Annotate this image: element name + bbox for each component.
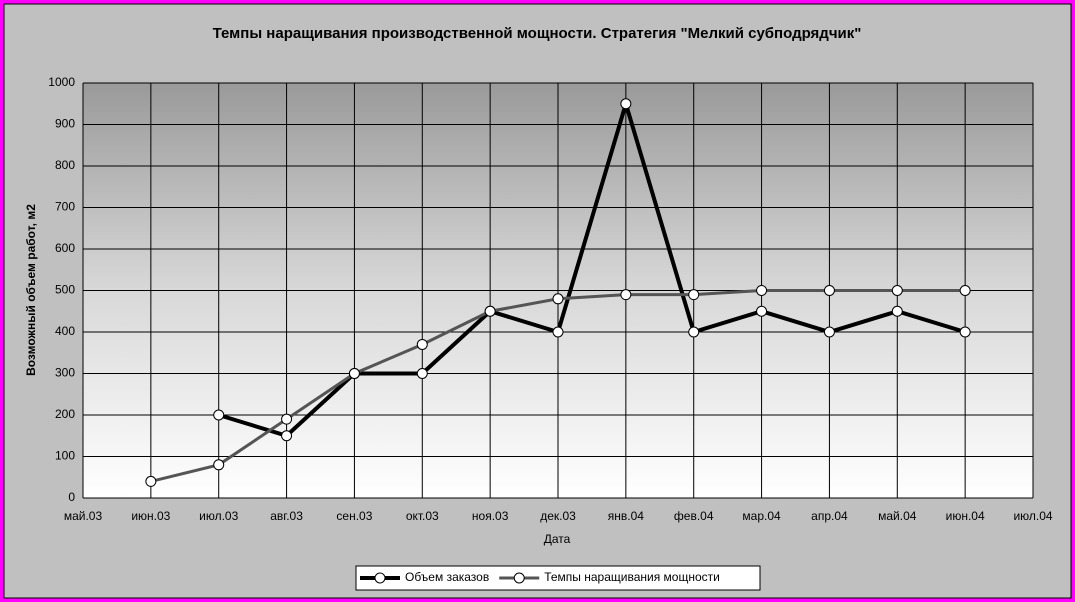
point-marker: [688, 289, 700, 301]
x-tick-label: май.03: [64, 509, 103, 523]
legend: Объем заказов Темпы наращивания мощности: [355, 565, 761, 591]
x-tick-label: янв.04: [608, 509, 645, 523]
legend-marker: [374, 572, 386, 584]
y-tick-label: 600: [55, 241, 75, 255]
point-marker: [823, 285, 835, 296]
y-tick-label: 0: [68, 490, 75, 504]
point-marker: [416, 338, 428, 350]
point-marker: [552, 293, 564, 305]
y-tick-label: 1000: [48, 75, 75, 89]
y-tick-label: 300: [55, 366, 75, 380]
point-marker: [484, 305, 496, 317]
x-axis-title: Дата: [544, 532, 571, 546]
x-tick-label: мар.04: [742, 509, 781, 523]
y-tick-label: 500: [55, 283, 75, 297]
legend-label: Темпы наращивания мощности: [544, 570, 720, 584]
x-tick-label: июл.04: [1013, 509, 1052, 523]
point-marker: [756, 285, 768, 296]
point-marker: [756, 305, 768, 317]
point-marker: [552, 326, 564, 338]
legend-label: Объем заказов: [405, 570, 489, 584]
x-tick-label: дек.03: [540, 509, 576, 523]
x-tick-label: авг.03: [270, 509, 303, 523]
point-marker: [959, 326, 971, 338]
x-tick-label: сен.03: [336, 509, 372, 523]
y-tick-label: 200: [55, 407, 75, 421]
y-tick-label: 100: [55, 449, 75, 463]
series-line: [218, 96, 966, 438]
x-tick-label: апр.04: [811, 509, 848, 523]
point-marker: [213, 459, 225, 471]
point-marker: [281, 413, 293, 425]
x-tick-label: окт.03: [406, 509, 439, 523]
point-marker: [823, 326, 835, 338]
x-tick-label: июн.03: [131, 509, 170, 523]
point-marker: [213, 409, 225, 421]
point-marker: [348, 368, 360, 379]
chart-title: Темпы наращивания производственной мощно…: [213, 25, 862, 42]
y-tick-label: 700: [55, 200, 75, 214]
point-marker: [891, 285, 903, 296]
x-tick-label: фев.04: [674, 509, 714, 523]
point-marker: [620, 289, 632, 301]
y-tick-label: 400: [55, 324, 75, 338]
x-tick-label: май.04: [878, 509, 917, 523]
x-tick-label: июл.03: [199, 509, 238, 523]
point-marker: [281, 430, 293, 442]
legend-box: [355, 565, 761, 591]
point-marker: [688, 326, 700, 338]
y-tick-label: 800: [55, 158, 75, 172]
x-tick-label: ноя.03: [472, 509, 509, 523]
legend-marker: [513, 572, 525, 584]
point-marker: [891, 305, 903, 317]
point-marker: [620, 98, 632, 110]
point-marker: [145, 475, 157, 487]
point-marker: [416, 368, 428, 379]
y-axis-title: Возможный объем работ, м2: [24, 204, 38, 376]
point-marker: [959, 285, 971, 296]
x-tick-label: июн.04: [946, 509, 985, 523]
y-tick-label: 900: [55, 117, 75, 131]
